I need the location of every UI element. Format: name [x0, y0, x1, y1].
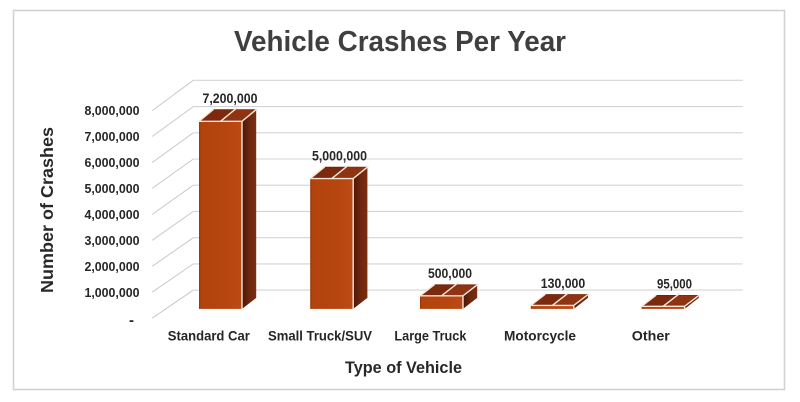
svg-text:-: - — [129, 312, 134, 329]
svg-text:8,000,000: 8,000,000 — [85, 103, 140, 118]
svg-text:Other: Other — [632, 329, 671, 344]
svg-text:7,000,000: 7,000,000 — [85, 129, 140, 144]
svg-text:Small Truck/SUV: Small Truck/SUV — [268, 329, 372, 344]
svg-text:7,200,000: 7,200,000 — [203, 90, 258, 106]
svg-text:Motorcycle: Motorcycle — [504, 329, 576, 344]
svg-text:95,000: 95,000 — [657, 276, 692, 292]
svg-text:6,000,000: 6,000,000 — [85, 155, 140, 170]
svg-text:Large Truck: Large Truck — [394, 329, 466, 344]
svg-text:2,000,000: 2,000,000 — [85, 259, 140, 274]
svg-text:Standard Car: Standard Car — [168, 329, 251, 344]
svg-text:3,000,000: 3,000,000 — [85, 233, 140, 248]
svg-text:1,000,000: 1,000,000 — [85, 285, 140, 300]
svg-text:130,000: 130,000 — [541, 275, 586, 291]
svg-text:5,000,000: 5,000,000 — [85, 181, 140, 196]
svg-text:Number of Crashes: Number of Crashes — [37, 127, 57, 293]
svg-text:4,000,000: 4,000,000 — [85, 207, 140, 222]
svg-text:Type of Vehicle: Type of Vehicle — [345, 358, 462, 377]
svg-text:5,000,000: 5,000,000 — [312, 147, 367, 163]
svg-text:Vehicle Crashes Per Year: Vehicle Crashes Per Year — [234, 26, 566, 58]
svg-text:500,000: 500,000 — [428, 265, 472, 281]
